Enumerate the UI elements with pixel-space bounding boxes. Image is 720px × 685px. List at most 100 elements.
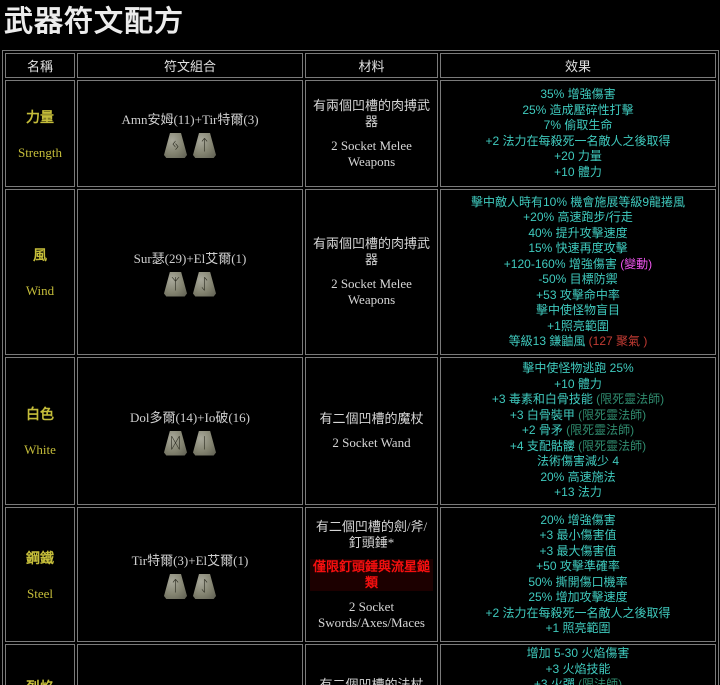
effect-line: +50 攻擊準確率 [443, 559, 713, 575]
tir-rune-icon: ᛏ [164, 574, 187, 599]
rune-combination-text: Tir特爾(3)+El艾爾(1) [131, 553, 249, 568]
runeword-name-zh: 烈焰 [8, 677, 72, 685]
effect-line: +3 火焰技能 [443, 662, 713, 678]
effect-line: +20% 高速跑步/行走 [443, 210, 713, 226]
runes-cell: Amn安姆(11)+Tir特爾(3) ᛃ ᛏ [77, 80, 303, 187]
name-cell: 鋼鐵 Steel [5, 507, 75, 642]
material-line: 僅限釘頭錘與流星鎚類 [310, 558, 433, 591]
effect-note: (127 聚氣 ) [588, 334, 648, 348]
col-header-effects: 效果 [440, 53, 716, 78]
materials-cell: 有二個凹槽的魔杖 2 Socket Wand [305, 357, 438, 505]
effect-line: 25% 造成壓碎性打擊 [443, 103, 713, 119]
sur-rune-icon: ᛉ [164, 271, 187, 297]
col-header-name: 名稱 [5, 53, 75, 78]
materials-cell: 有二個凹槽的劍/斧/釘頭錘* 僅限釘頭錘與流星鎚類 2 Socket Swords/… [305, 507, 438, 642]
table-header-row: 名稱 符文組合 材料 效果 [5, 53, 716, 78]
runeword-name-en: White [24, 442, 56, 457]
material-line: 有二個凹槽的劍/斧/釘頭錘* [315, 518, 428, 550]
effects-cell: 35% 增強傷害 25% 造成壓碎性打擊 7% 偷取生命 +2 法力在每殺死一名敵人之… [440, 80, 716, 187]
effect-line: 擊中使怪物盲目 [443, 303, 713, 319]
effect-line: +20 力量 [443, 149, 713, 165]
effect-text: +1 照亮範圍 [545, 621, 611, 635]
effect-line: -50% 目標防禦 [443, 272, 713, 288]
effect-line: 擊中敵人時有10% 機會施展等級9龍捲風 [443, 195, 713, 211]
table-row: 力量 Strength Amn安姆(11)+Tir特爾(3) ᛃ ᛏ 有兩個凹槽的肉搏武器… [5, 80, 716, 187]
material-line: 有二個凹槽的魔杖 [319, 411, 424, 426]
effect-text: 25% 造成壓碎性打擊 [522, 102, 634, 117]
effect-text: 擊中敵人時有10% 機會施展等級9龍捲風 [470, 194, 686, 209]
effect-line: +1照亮範圍 [443, 319, 713, 335]
effect-text: 25% 增加攻擊速度 [528, 590, 628, 604]
materials-cell: 有兩個凹槽的肉搏武器 2 Socket Melee Weapons [305, 189, 438, 355]
effect-text: +50 攻擊準確率 [536, 559, 620, 573]
effect-text: +2 法力在每殺死一名敵人之後取得 [485, 605, 671, 620]
effect-line: +3 火彈 (限法師) [443, 677, 713, 685]
effect-line: +4 支配骷髏 (限死靈法師) [443, 439, 713, 455]
name-cell: 風 Wind [5, 189, 75, 355]
effect-text: +53 攻擊命中率 [536, 287, 620, 302]
effect-text: 增加 5-30 火焰傷害 [526, 646, 630, 660]
effect-line: 7% 偷取生命 [443, 118, 713, 134]
el-rune-icon: ᛇ [193, 271, 216, 297]
runeword-name-en: Wind [25, 283, 55, 298]
name-cell: 力量 Strength [5, 80, 75, 187]
effect-note: (限死靈法師) [578, 407, 647, 422]
material-line: 有二個凹槽的法杖 [319, 677, 424, 685]
effect-text: 15% 快速再度攻擊 [528, 241, 628, 255]
material-line: 2 Socket Wand [332, 435, 411, 450]
runeword-name-zh: 風 [33, 249, 47, 264]
effect-text: -50% 目標防禦 [538, 272, 618, 286]
effect-line: 等級13 鎌鼬風 (127 聚氣 ) [443, 334, 713, 350]
effect-note: (限死靈法師) [578, 438, 647, 453]
effect-note: (限法師) [578, 677, 623, 685]
effect-text: +3 最小傷害值 [539, 528, 617, 542]
effect-text: 7% 偷取生命 [543, 118, 613, 132]
el-rune-icon: ᛇ [193, 574, 216, 599]
io-rune-icon: ᛁ [193, 430, 216, 456]
table-row: 風 Wind Sur瑟(29)+El艾爾(1) ᛉ ᛇ 有兩個凹槽的肉搏武器 2 Socke… [5, 189, 716, 355]
effects-cell: 擊中敵人時有10% 機會施展等級9龍捲風 +20% 高速跑步/行走 40% 提升攻擊… [440, 189, 716, 355]
runeword-table-body: 力量 Strength Amn安姆(11)+Tir特爾(3) ᛃ ᛏ 有兩個凹槽的肉搏武器… [5, 80, 716, 685]
effect-text: +1照亮範圍 [547, 318, 609, 333]
effect-text: 擊中使怪物逃跑 25% [522, 361, 634, 376]
effect-line: 20% 增強傷害 [443, 513, 713, 529]
effect-line: 50% 撕開傷口機率 [443, 575, 713, 591]
dol-rune-icon: ᛞ [164, 430, 187, 456]
effect-note: (限死靈法師) [566, 423, 635, 438]
effect-line: +10 體力 [443, 377, 713, 393]
effect-text: 20% 高速施法 [540, 469, 616, 484]
rune-combination-text: Sur瑟(29)+El艾爾(1) [133, 250, 247, 266]
effect-line: 擊中使怪物逃跑 25% [443, 361, 713, 377]
effect-text: +10 體力 [554, 376, 602, 391]
effect-line: +120-160% 增強傷害 (變動) [443, 257, 713, 273]
page-title: 武器符文配方 [4, 6, 185, 38]
material-line: 2 Socket Melee Weapons [331, 137, 412, 169]
effect-line: +1 照亮範圍 [443, 621, 713, 637]
table-row: 烈焰 有二個凹槽的法杖 增加 5-30 火焰傷害+3 火焰技能+3 火彈 (限法師) [5, 644, 716, 685]
effect-line: +3 最小傷害值 [443, 528, 713, 544]
effect-text: 35% 增強傷害 [540, 87, 616, 101]
runeword-name-en: Strength [17, 144, 63, 160]
effect-note: (變動) [620, 256, 653, 271]
effect-text: +3 火焰技能 [545, 661, 611, 676]
effects-cell: 20% 增強傷害 +3 最小傷害值 +3 最大傷害值 +50 攻擊準確率 50% 撕開傷… [440, 507, 716, 642]
effect-text: +20% 高速跑步/行走 [523, 210, 633, 224]
runeword-name-zh: 力量 [26, 110, 54, 126]
runes-cell [77, 644, 303, 685]
effect-line: +53 攻擊命中率 [443, 288, 713, 304]
runeword-name-en: Steel [27, 585, 53, 601]
tir-rune-icon: ᛏ [193, 133, 216, 158]
effect-text: +20 力量 [554, 149, 602, 163]
effect-text: +3 最大傷害值 [539, 543, 617, 558]
effect-line: +3 毒素和白骨技能 (限死靈法師) [443, 392, 713, 408]
effects-cell: 增加 5-30 火焰傷害 +3 火焰技能 +3 火彈 (限法師) [440, 644, 716, 685]
material-line: 有兩個凹槽的肉搏武器 [312, 97, 430, 129]
effect-line: 20% 高速施法 [443, 470, 713, 486]
effect-line: +2 法力在每殺死一名敵人之後取得 [443, 134, 713, 150]
name-cell: 烈焰 [5, 644, 75, 685]
table-row: 白色 White Dol多爾(14)+Io破(16) ᛞ ᛁ 有二個凹槽的魔杖 2 Sock… [5, 357, 716, 505]
runes-cell: Sur瑟(29)+El艾爾(1) ᛉ ᛇ [77, 189, 303, 355]
amn-rune-icon: ᛃ [164, 133, 187, 158]
